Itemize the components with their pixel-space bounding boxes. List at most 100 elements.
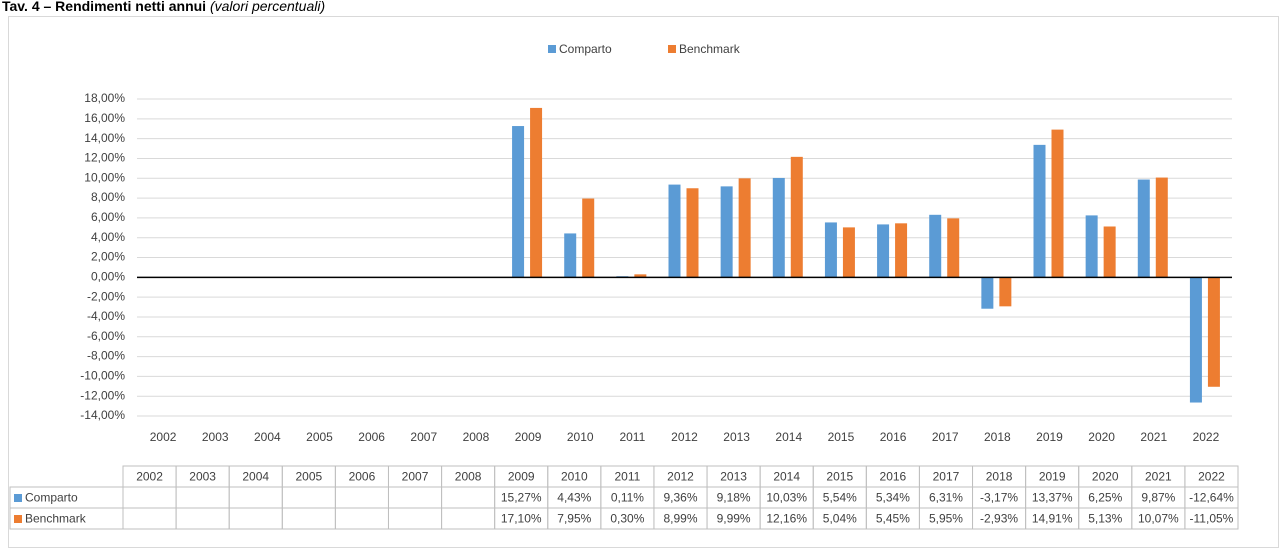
table-value: 5,13% (1088, 512, 1122, 526)
y-tick-label: 8,00% (91, 190, 125, 204)
y-tick-label: -14,00% (80, 408, 125, 422)
x-tick-label: 2002 (150, 430, 177, 444)
table-header: 2005 (295, 470, 322, 484)
bar (720, 186, 733, 278)
table-value: 9,36% (663, 491, 697, 505)
table-value: 15,27% (501, 491, 542, 505)
legend-label: Benchmark (679, 42, 741, 56)
y-tick-label: -10,00% (80, 369, 125, 383)
chart-title-line: Tav. 4 – Rendimenti netti annui (valori … (2, 0, 325, 14)
x-tick-label: 2006 (358, 430, 385, 444)
table-header: 2006 (349, 470, 376, 484)
table-cell (281, 486, 336, 509)
x-tick-label: 2010 (567, 430, 594, 444)
table-value: 5,45% (876, 512, 910, 526)
table-value: 10,07% (1138, 512, 1179, 526)
x-tick-label: 2018 (984, 430, 1011, 444)
table-header: 2011 (614, 470, 640, 484)
chart-frame (8, 16, 1279, 548)
y-tick-label: 2,00% (91, 250, 125, 264)
table-header: 2021 (1145, 470, 1172, 484)
table-cell (122, 486, 177, 509)
bar (1033, 144, 1046, 278)
table-cell (441, 507, 496, 530)
table-value: 14,91% (1032, 512, 1073, 526)
legend-swatch (668, 45, 676, 53)
table-value: 8,99% (663, 512, 697, 526)
table-cell (334, 507, 389, 530)
table-header: 2019 (1039, 470, 1066, 484)
bar (1189, 277, 1202, 403)
bar (1207, 277, 1220, 387)
table-header: 2010 (561, 470, 588, 484)
x-tick-label: 2014 (775, 430, 802, 444)
table-cell (281, 507, 336, 530)
table-header: 2014 (773, 470, 800, 484)
table-header: 2018 (986, 470, 1013, 484)
bar (530, 107, 543, 278)
bar (999, 277, 1012, 307)
bar (634, 274, 647, 278)
chart-title: Tav. 4 – Rendimenti netti annui (2, 0, 206, 14)
x-tick-label: 2004 (254, 430, 281, 444)
table-cell (228, 507, 283, 530)
table-value: 5,04% (823, 512, 857, 526)
table-value: 6,25% (1088, 491, 1122, 505)
bar (929, 214, 942, 278)
x-tick-label: 2003 (202, 430, 229, 444)
y-tick-label: 14,00% (84, 131, 125, 145)
y-tick-label: 0,00% (91, 269, 125, 283)
table-value: 9,99% (717, 512, 751, 526)
bar (824, 222, 837, 278)
bar (686, 188, 699, 278)
x-tick-label: 2013 (723, 430, 750, 444)
table-cell (1184, 507, 1239, 530)
x-tick-label: 2016 (880, 430, 907, 444)
table-cell (387, 507, 443, 530)
table-value: -12,64% (1189, 491, 1234, 505)
table-header: 2008 (455, 470, 482, 484)
table-row-label: Comparto (25, 491, 78, 505)
bar (1137, 179, 1150, 278)
y-tick-label: 4,00% (91, 230, 125, 244)
legend-swatch (548, 45, 556, 53)
y-tick-label: 16,00% (84, 111, 125, 125)
y-tick-label: -6,00% (87, 329, 125, 343)
bar (895, 223, 908, 278)
y-tick-label: -4,00% (87, 309, 125, 323)
table-cell (387, 486, 443, 509)
table-value: 5,34% (876, 491, 910, 505)
table-value: 17,10% (501, 512, 542, 526)
x-tick-label: 2012 (671, 430, 698, 444)
table-cell (175, 486, 230, 509)
bar (1103, 226, 1116, 278)
x-tick-label: 2015 (828, 430, 855, 444)
table-value: 13,37% (1032, 491, 1073, 505)
bar (512, 126, 525, 278)
table-value: 10,03% (766, 491, 807, 505)
table-header: 2015 (826, 470, 853, 484)
bar (790, 156, 803, 278)
bar (947, 218, 960, 278)
table-value: 5,95% (929, 512, 963, 526)
table-value: 0,11% (611, 491, 644, 505)
x-tick-label: 2022 (1193, 430, 1220, 444)
table-value: -2,93% (980, 512, 1018, 526)
y-tick-label: -8,00% (87, 349, 125, 363)
table-header: 2017 (933, 470, 960, 484)
table-value: 6,31% (929, 491, 963, 505)
table-value: 5,54% (823, 491, 857, 505)
bar (668, 184, 681, 278)
bar (564, 233, 577, 278)
table-row-label: Benchmark (25, 512, 87, 526)
table-value: 7,95% (557, 512, 591, 526)
table-header: 2022 (1198, 470, 1225, 484)
table-header: 2003 (189, 470, 216, 484)
y-tick-label: -2,00% (87, 289, 125, 303)
table-header: 2004 (242, 470, 269, 484)
bar (842, 227, 855, 278)
table-value: -3,17% (980, 491, 1018, 505)
bar (772, 177, 785, 278)
x-tick-label: 2021 (1140, 430, 1167, 444)
table-cell (441, 486, 496, 509)
